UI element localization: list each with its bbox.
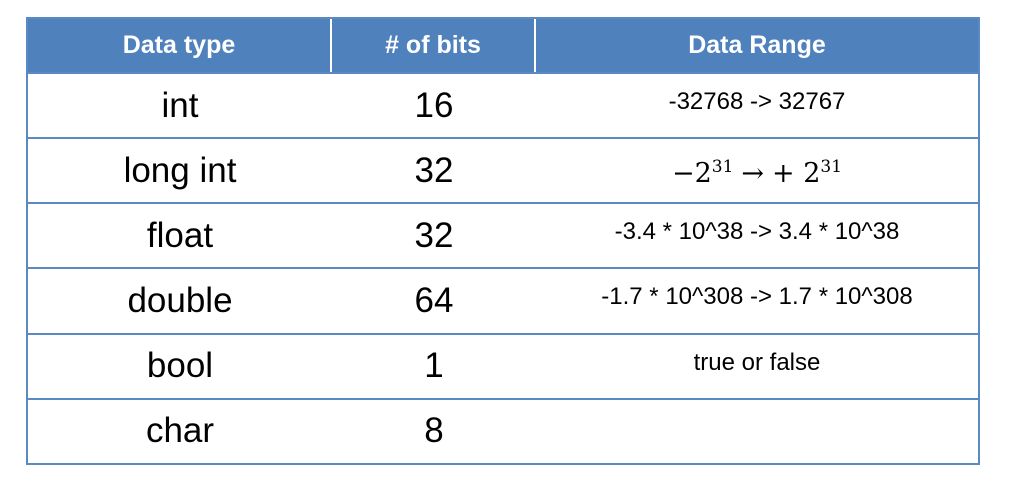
cell-bits-int: 16 (332, 72, 536, 137)
cell-range-double: -1.7 * 10^308 -> 1.7 * 10^308 (536, 267, 978, 332)
cell-bits-long-int: 32 (332, 137, 536, 202)
cell-range-char (536, 397, 978, 463)
cell-bits-double: 64 (332, 267, 536, 332)
cell-range-int: -32768 -> 32767 (536, 72, 978, 137)
cell-bits-char: 8 (332, 397, 536, 463)
cell-type-int: int (28, 72, 332, 137)
data-types-table: Data type # of bits Data Range int 16 -3… (26, 17, 980, 465)
cell-bits-bool: 1 (332, 332, 536, 398)
cell-type-float: float (28, 202, 332, 267)
cell-range-float: -3.4 * 10^38 -> 3.4 * 10^38 (536, 202, 978, 267)
cell-bits-float: 32 (332, 202, 536, 267)
header-bits: # of bits (332, 19, 536, 72)
cell-type-double: double (28, 267, 332, 332)
arrow-icon: → (741, 158, 765, 190)
cell-type-char: char (28, 397, 332, 463)
cell-type-bool: bool (28, 332, 332, 398)
cell-range-long-int: −231 → + 231 (536, 137, 978, 202)
cell-type-long-int: long int (28, 137, 332, 202)
cell-range-bool: true or false (536, 332, 978, 398)
header-data-type: Data type (28, 19, 332, 72)
range-formula: −231 → + 231 (671, 157, 843, 190)
header-data-range: Data Range (536, 19, 978, 72)
